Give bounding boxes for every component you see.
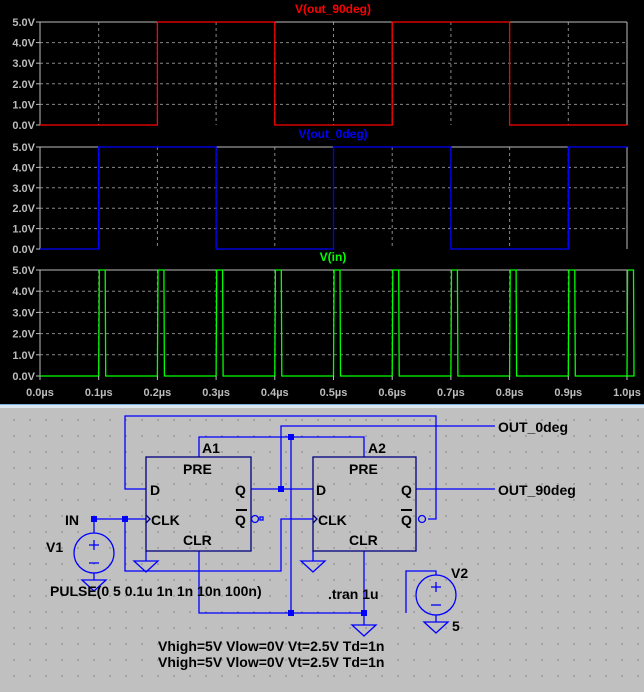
y-tick-label: 1.0V bbox=[12, 224, 35, 236]
y-tick-label: 0.0V bbox=[12, 244, 35, 256]
x-tick-label: 0.4µs bbox=[261, 387, 289, 399]
pin-q: Q bbox=[401, 482, 412, 498]
pin-qbar: Q bbox=[235, 512, 246, 528]
wires bbox=[73, 415, 495, 637]
y-tick-label: 4.0V bbox=[12, 38, 35, 50]
pane-divider[interactable] bbox=[0, 404, 644, 409]
x-tick-label: 0.6µs bbox=[378, 387, 406, 399]
inverter-bubble-icon bbox=[250, 514, 260, 524]
pin-clk: CLK bbox=[151, 512, 180, 528]
voltage-source-v1[interactable] bbox=[73, 532, 115, 574]
pin-pre: PRE bbox=[349, 461, 378, 477]
trace-v-in- bbox=[40, 269, 635, 377]
y-tick-label: 1.0V bbox=[12, 99, 35, 111]
plot-title: V(in) bbox=[320, 250, 347, 264]
y-tick-label: 5.0V bbox=[12, 265, 35, 277]
x-tick-label: 0.3µs bbox=[202, 387, 230, 399]
x-tick-label: 1.0µs bbox=[613, 387, 641, 399]
y-tick-label: 3.0V bbox=[12, 183, 35, 195]
y-tick-label: 2.0V bbox=[12, 79, 35, 91]
pin-d: D bbox=[150, 482, 160, 498]
trace-v-out-90deg- bbox=[40, 21, 627, 126]
voltage-source-v2[interactable] bbox=[415, 574, 457, 616]
pin-pre: PRE bbox=[183, 461, 212, 477]
y-tick-label: 4.0V bbox=[12, 162, 35, 174]
schematic-editor[interactable]: A1 A2 PRE PRE D D Q Q Q Q CLK CLK CLR CL… bbox=[0, 408, 644, 687]
ground-icon bbox=[422, 621, 450, 634]
y-tick-label: 0.0V bbox=[12, 120, 35, 132]
y-tick-label: 5.0V bbox=[12, 17, 35, 29]
y-tick-label: 1.0V bbox=[12, 350, 35, 362]
net-label-out90[interactable]: OUT_90deg bbox=[498, 482, 576, 498]
waveform-viewer[interactable]: V(out_90deg) 0.0V 1.0V 2.0V 3.0V 4.0V 5.0V V(ou… bbox=[0, 0, 644, 404]
v2-value[interactable]: 5 bbox=[452, 618, 460, 634]
y-tick-label: 5.0V bbox=[12, 142, 35, 154]
x-tick-label: 0.1µs bbox=[85, 387, 113, 399]
x-tick-label: 0.9µs bbox=[554, 387, 582, 399]
pin-q: Q bbox=[235, 482, 246, 498]
ground-icon bbox=[350, 624, 378, 637]
wire-feedback[interactable] bbox=[124, 415, 437, 520]
pin-clr: CLR bbox=[349, 532, 378, 548]
x-tick-label: 0.2µs bbox=[144, 387, 172, 399]
ground-icon bbox=[80, 579, 108, 592]
waveform-plots: V(out_90deg) 0.0V 1.0V 2.0V 3.0V 4.0V 5.0V V(ou… bbox=[12, 2, 641, 399]
flipflop-a1[interactable] bbox=[145, 456, 252, 552]
plot-title: V(out_0deg) bbox=[298, 127, 367, 141]
pulse-spec[interactable]: PULSE(0 5 0.1u 1n 1n 10n 100n) bbox=[50, 583, 262, 599]
tran-directive[interactable]: .tran 1u bbox=[328, 586, 379, 602]
x-tick-label: 0.8µs bbox=[496, 387, 524, 399]
a1-model[interactable]: Vhigh=5V Vlow=0V Vt=2.5V Td=1n bbox=[158, 638, 384, 654]
a2-label: A2 bbox=[368, 440, 386, 456]
ground-icon bbox=[299, 560, 327, 573]
wire-v2[interactable] bbox=[405, 570, 437, 613]
x-tick-label: 0.0µs bbox=[26, 387, 54, 399]
pin-qbar: Q bbox=[401, 512, 412, 528]
wire-pre[interactable] bbox=[198, 436, 365, 457]
y-tick-label: 4.0V bbox=[12, 286, 35, 298]
y-tick-label: 0.0V bbox=[12, 371, 35, 383]
y-tick-label: 2.0V bbox=[12, 329, 35, 341]
flipflop-a2[interactable] bbox=[312, 456, 417, 552]
x-tick-label: 0.5µs bbox=[320, 387, 348, 399]
wire-clk2[interactable] bbox=[124, 518, 313, 572]
junctions bbox=[91, 434, 367, 616]
ground-icon bbox=[132, 560, 160, 573]
net-label-in[interactable]: IN bbox=[65, 512, 79, 528]
wire-clr[interactable] bbox=[198, 551, 364, 614]
y-tick-label: 3.0V bbox=[12, 307, 35, 319]
plot-title: V(out_90deg) bbox=[295, 2, 371, 16]
pin-d: D bbox=[316, 482, 326, 498]
pin-clk: CLK bbox=[318, 512, 347, 528]
wire-out0[interactable] bbox=[280, 425, 495, 489]
y-tick-label: 3.0V bbox=[12, 58, 35, 70]
v2-label: V2 bbox=[451, 565, 468, 581]
net-label-out0[interactable]: OUT_0deg bbox=[498, 419, 568, 435]
v1-label: V1 bbox=[46, 539, 63, 555]
pin-clr: CLR bbox=[183, 532, 212, 548]
a1-label: A1 bbox=[202, 440, 220, 456]
y-tick-label: 2.0V bbox=[12, 203, 35, 215]
x-tick-label: 0.7µs bbox=[437, 387, 465, 399]
schematic-canvas: A1 A2 PRE PRE D D Q Q Q Q CLK CLK CLR CL… bbox=[46, 415, 576, 670]
inverter-bubble-icon bbox=[417, 514, 427, 524]
a2-model[interactable]: Vhigh=5V Vlow=0V Vt=2.5V Td=1n bbox=[158, 654, 384, 670]
trace-v-out-0deg- bbox=[40, 146, 627, 250]
